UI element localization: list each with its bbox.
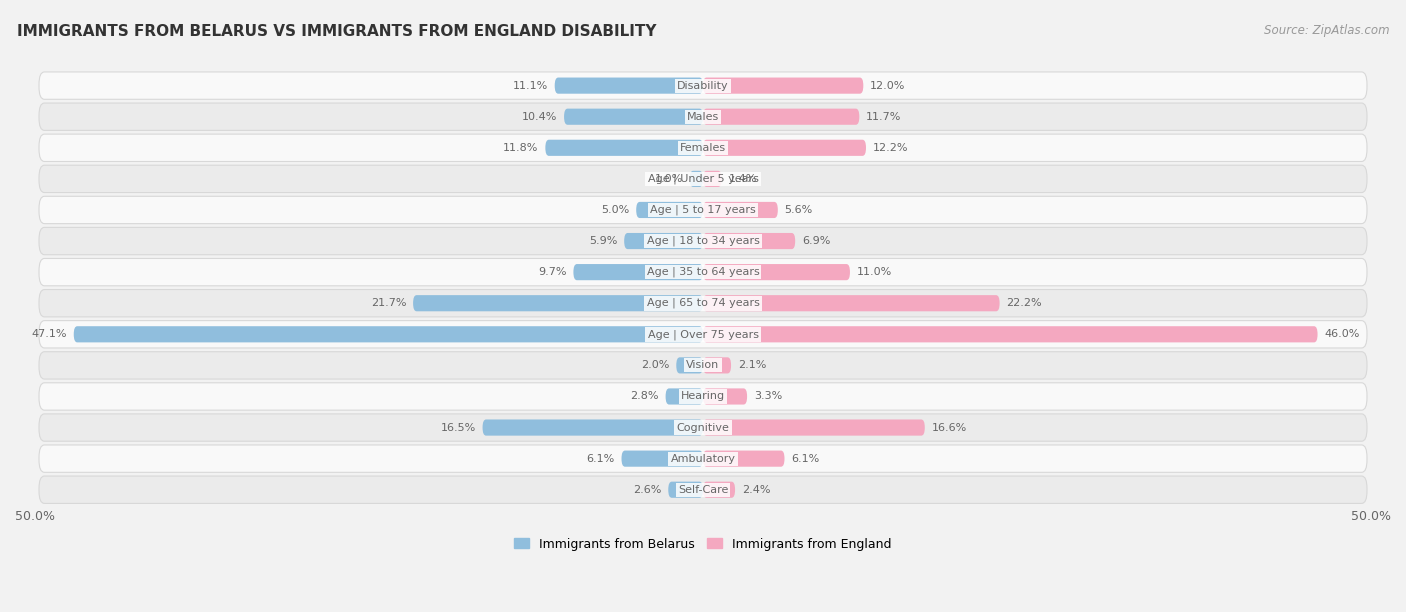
Text: 16.6%: 16.6% (931, 422, 967, 433)
FancyBboxPatch shape (39, 258, 1367, 286)
FancyBboxPatch shape (703, 389, 747, 405)
Text: 16.5%: 16.5% (440, 422, 475, 433)
FancyBboxPatch shape (703, 78, 863, 94)
FancyBboxPatch shape (546, 140, 703, 156)
Text: Disability: Disability (678, 81, 728, 91)
Text: Cognitive: Cognitive (676, 422, 730, 433)
Text: 22.2%: 22.2% (1007, 298, 1042, 308)
Text: 12.2%: 12.2% (873, 143, 908, 153)
Text: 6.9%: 6.9% (801, 236, 830, 246)
Text: 2.6%: 2.6% (633, 485, 662, 494)
Text: 12.0%: 12.0% (870, 81, 905, 91)
FancyBboxPatch shape (39, 382, 1367, 410)
FancyBboxPatch shape (621, 450, 703, 467)
FancyBboxPatch shape (676, 357, 703, 373)
Text: Age | 18 to 34 years: Age | 18 to 34 years (647, 236, 759, 246)
Text: 9.7%: 9.7% (538, 267, 567, 277)
FancyBboxPatch shape (703, 171, 721, 187)
FancyBboxPatch shape (703, 326, 1317, 342)
FancyBboxPatch shape (624, 233, 703, 249)
Text: Males: Males (688, 112, 718, 122)
Text: 21.7%: 21.7% (371, 298, 406, 308)
Text: Hearing: Hearing (681, 392, 725, 401)
FancyBboxPatch shape (703, 108, 859, 125)
Text: 46.0%: 46.0% (1324, 329, 1360, 339)
FancyBboxPatch shape (39, 72, 1367, 99)
FancyBboxPatch shape (665, 389, 703, 405)
FancyBboxPatch shape (39, 414, 1367, 441)
FancyBboxPatch shape (39, 445, 1367, 472)
Text: 2.4%: 2.4% (742, 485, 770, 494)
Text: Age | Over 75 years: Age | Over 75 years (648, 329, 758, 340)
FancyBboxPatch shape (39, 476, 1367, 504)
Text: Self-Care: Self-Care (678, 485, 728, 494)
Text: 5.0%: 5.0% (602, 205, 630, 215)
FancyBboxPatch shape (703, 357, 731, 373)
FancyBboxPatch shape (689, 171, 703, 187)
Text: Females: Females (681, 143, 725, 153)
Text: 6.1%: 6.1% (586, 453, 614, 464)
Text: 11.8%: 11.8% (503, 143, 538, 153)
FancyBboxPatch shape (39, 103, 1367, 130)
FancyBboxPatch shape (703, 419, 925, 436)
FancyBboxPatch shape (703, 233, 796, 249)
Text: Source: ZipAtlas.com: Source: ZipAtlas.com (1264, 24, 1389, 37)
Legend: Immigrants from Belarus, Immigrants from England: Immigrants from Belarus, Immigrants from… (509, 532, 897, 556)
Text: 3.3%: 3.3% (754, 392, 782, 401)
FancyBboxPatch shape (555, 78, 703, 94)
FancyBboxPatch shape (574, 264, 703, 280)
FancyBboxPatch shape (482, 419, 703, 436)
FancyBboxPatch shape (39, 165, 1367, 193)
Text: Age | 35 to 64 years: Age | 35 to 64 years (647, 267, 759, 277)
Text: Ambulatory: Ambulatory (671, 453, 735, 464)
Text: 10.4%: 10.4% (522, 112, 557, 122)
FancyBboxPatch shape (413, 295, 703, 312)
FancyBboxPatch shape (703, 482, 735, 498)
Text: Age | 65 to 74 years: Age | 65 to 74 years (647, 298, 759, 308)
Text: 11.0%: 11.0% (856, 267, 891, 277)
FancyBboxPatch shape (636, 202, 703, 218)
FancyBboxPatch shape (703, 202, 778, 218)
Text: 2.0%: 2.0% (641, 360, 669, 370)
FancyBboxPatch shape (703, 450, 785, 467)
FancyBboxPatch shape (564, 108, 703, 125)
Text: 11.7%: 11.7% (866, 112, 901, 122)
FancyBboxPatch shape (39, 196, 1367, 223)
FancyBboxPatch shape (39, 228, 1367, 255)
Text: 1.0%: 1.0% (655, 174, 683, 184)
Text: 1.4%: 1.4% (728, 174, 756, 184)
Text: Age | Under 5 years: Age | Under 5 years (648, 174, 758, 184)
Text: IMMIGRANTS FROM BELARUS VS IMMIGRANTS FROM ENGLAND DISABILITY: IMMIGRANTS FROM BELARUS VS IMMIGRANTS FR… (17, 24, 657, 40)
Text: 2.1%: 2.1% (738, 360, 766, 370)
FancyBboxPatch shape (668, 482, 703, 498)
Text: Age | 5 to 17 years: Age | 5 to 17 years (650, 204, 756, 215)
Text: 5.9%: 5.9% (589, 236, 617, 246)
FancyBboxPatch shape (39, 321, 1367, 348)
Text: 6.1%: 6.1% (792, 453, 820, 464)
Text: 47.1%: 47.1% (31, 329, 67, 339)
FancyBboxPatch shape (703, 264, 851, 280)
FancyBboxPatch shape (39, 352, 1367, 379)
Text: 11.1%: 11.1% (513, 81, 548, 91)
Text: Vision: Vision (686, 360, 720, 370)
FancyBboxPatch shape (73, 326, 703, 342)
Text: 2.8%: 2.8% (630, 392, 659, 401)
Text: 5.6%: 5.6% (785, 205, 813, 215)
FancyBboxPatch shape (39, 289, 1367, 317)
FancyBboxPatch shape (39, 134, 1367, 162)
FancyBboxPatch shape (703, 295, 1000, 312)
FancyBboxPatch shape (703, 140, 866, 156)
